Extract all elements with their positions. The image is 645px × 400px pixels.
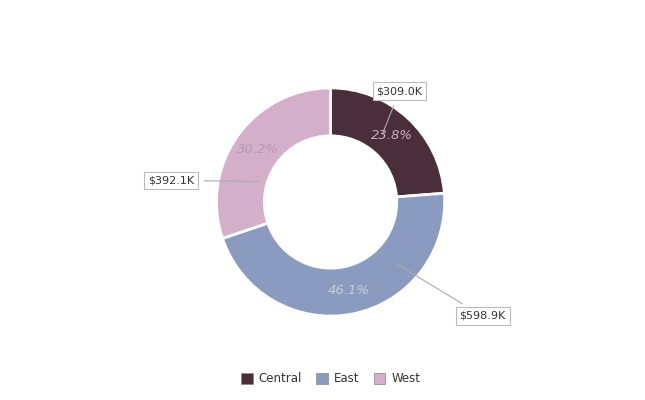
Text: $309.0K: $309.0K xyxy=(377,86,422,134)
Text: $598.9K: $598.9K xyxy=(396,264,506,321)
Text: 46.1%: 46.1% xyxy=(327,284,370,297)
Wedge shape xyxy=(223,193,444,316)
Wedge shape xyxy=(330,88,444,197)
Wedge shape xyxy=(217,88,331,238)
Text: 23.8%: 23.8% xyxy=(371,130,413,142)
Text: $392.1K: $392.1K xyxy=(148,176,258,186)
Text: 30.2%: 30.2% xyxy=(237,142,279,156)
Legend: Central, East, West: Central, East, West xyxy=(236,368,425,390)
